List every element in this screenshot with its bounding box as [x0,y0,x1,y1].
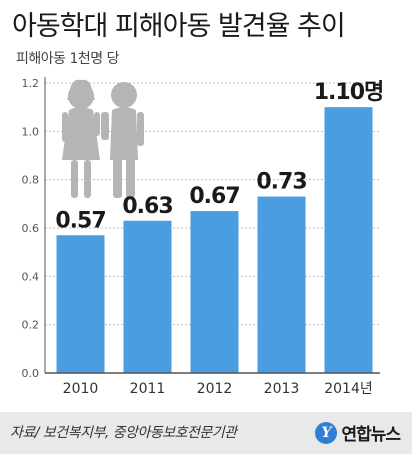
chart-title: 아동학대 피해아동 발견율 추이 [12,11,346,42]
x-tick-label: 2013 [264,381,300,397]
bar [190,211,239,373]
logo-text: 연합뉴스 [341,425,401,445]
bar-value-label: 0.73 [256,170,306,195]
children-silhouette-icon [62,79,144,198]
bar [123,220,172,373]
gridlines: 0.0 0.2 0.4 0.6 0.8 1.0 1.2 [22,77,380,380]
bar-chart: 0.00.20.40.60.81.01.2 0.5720100.6320110.… [22,77,384,397]
source-note: 자료/ 보건복지부, 중앙아동보호전문기관 [10,425,237,441]
y-tick-label: 0.0 [22,367,40,380]
y-tick-label: 0.2 [22,319,40,332]
unit-label: 피해아동 1천명 당 [16,51,119,67]
bar-value-label: 0.63 [122,194,172,219]
x-tick-label: 2014년 [324,381,373,397]
footer: 자료/ 보건복지부, 중앙아동보호전문기관 Y 연합뉴스 [0,412,412,454]
yonhap-logo-icon: Y [315,421,338,444]
x-tick-label: 2011 [130,381,166,397]
logo: Y 연합뉴스 [315,420,401,445]
bar-value-label: 1.10명 [314,80,384,105]
bar [56,235,105,373]
y-tick-label: 1.2 [22,77,40,90]
y-tick-label: 0.8 [22,174,40,187]
bar-value-label: 0.67 [189,184,239,209]
bar-value-label: 0.57 [55,208,105,233]
y-tick-label: 0.4 [22,270,40,283]
bar [324,107,373,374]
y-tick-label: 0.6 [22,222,40,235]
x-tick-label: 2012 [197,381,233,397]
bar [257,196,306,373]
x-tick-label: 2010 [63,381,99,397]
y-tick-label: 1.0 [22,125,40,138]
